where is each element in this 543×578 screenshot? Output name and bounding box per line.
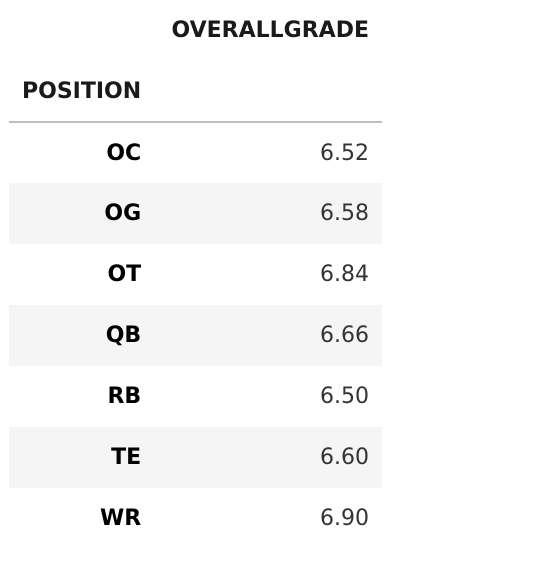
- dataframe-table: OVERALLGRADE POSITION OC 6.52 OG 6.58 OT…: [9, 0, 382, 549]
- table-cell: 6.66: [320, 323, 369, 348]
- table-cell: 6.84: [320, 262, 369, 287]
- header-corner: [9, 0, 154, 61]
- row-label: QB: [105, 323, 142, 348]
- table-cell: 6.90: [320, 506, 369, 531]
- row-label: TE: [111, 445, 142, 470]
- table-header: OVERALLGRADE POSITION: [9, 0, 382, 122]
- table-row: RB 6.50: [9, 366, 382, 427]
- row-label: RB: [107, 384, 142, 409]
- row-label: OG: [104, 201, 142, 226]
- table-row: OG 6.58: [9, 183, 382, 244]
- column-header-overallgrade: OVERALLGRADE: [171, 18, 369, 43]
- table-body: OC 6.52 OG 6.58 OT 6.84 QB 6.66 RB 6.50 …: [9, 122, 382, 549]
- table-cell: 6.52: [320, 140, 369, 166]
- index-name-row: POSITION: [9, 61, 382, 122]
- row-label: WR: [99, 506, 142, 531]
- table-cell: 6.50: [320, 384, 369, 409]
- table-cell: 6.58: [320, 201, 369, 226]
- row-label: OC: [106, 140, 142, 166]
- column-header-row: OVERALLGRADE: [9, 0, 382, 61]
- index-name-spacer: [154, 61, 382, 122]
- table-row: OC 6.52: [9, 122, 382, 183]
- index-name-position: POSITION: [22, 78, 142, 104]
- row-label: OT: [107, 262, 142, 287]
- table-row: OT 6.84: [9, 244, 382, 305]
- table-row: QB 6.66: [9, 305, 382, 366]
- table-row: WR 6.90: [9, 488, 382, 549]
- table-row: TE 6.60: [9, 427, 382, 488]
- table-cell: 6.60: [320, 445, 369, 470]
